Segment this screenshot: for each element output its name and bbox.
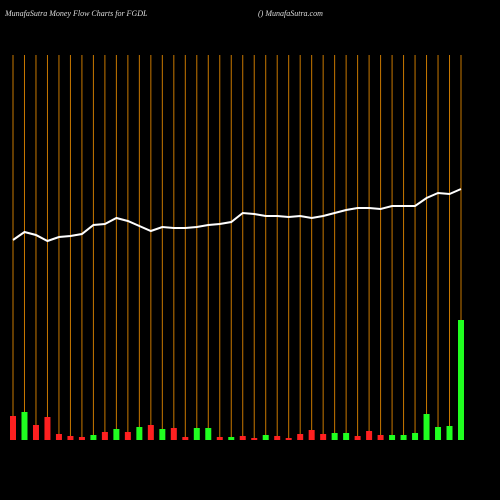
flow-bar [32,425,39,440]
flow-bar [308,430,315,440]
flow-bar [101,432,108,440]
flow-bar [320,434,327,440]
flow-bar [67,436,74,440]
flow-bar [331,433,338,440]
flow-bar [78,437,85,440]
flow-bar [21,412,28,440]
flow-bar [412,433,419,440]
flow-bar [44,417,51,440]
flow-bar [170,428,177,440]
flow-bar [239,436,246,440]
price-line [12,188,462,243]
flow-bar [285,438,292,440]
flow-bar [354,436,361,440]
flow-bar [136,427,143,440]
flow-bar [389,435,396,440]
chart-title: MunafaSutra Money Flow Charts for FGDL [4,9,148,18]
flow-bar [228,437,235,440]
flow-bar [446,426,453,440]
flow-bar [113,429,120,440]
flow-bar [216,437,223,440]
flow-bar [423,414,430,440]
flow-bar [182,437,189,440]
flow-bar [251,438,258,440]
flow-bar [124,432,131,440]
flow-bar [435,427,442,440]
flow-bar [274,436,281,440]
flow-bar [55,434,62,440]
flow-bar [377,435,384,440]
flow-bar [262,435,269,440]
flow-bar [400,435,407,440]
chart-subtitle: () MunafaSutra.com [258,9,323,18]
flow-bar [147,425,154,440]
flow-bar [90,435,97,440]
flow-bar [159,429,166,440]
flow-bar [193,428,200,440]
flow-bar [343,433,350,440]
flow-bar [297,434,304,440]
flow-bar [458,320,464,440]
flow-bar [205,428,212,440]
flow-bar [366,431,373,440]
flow-bar [10,416,16,440]
